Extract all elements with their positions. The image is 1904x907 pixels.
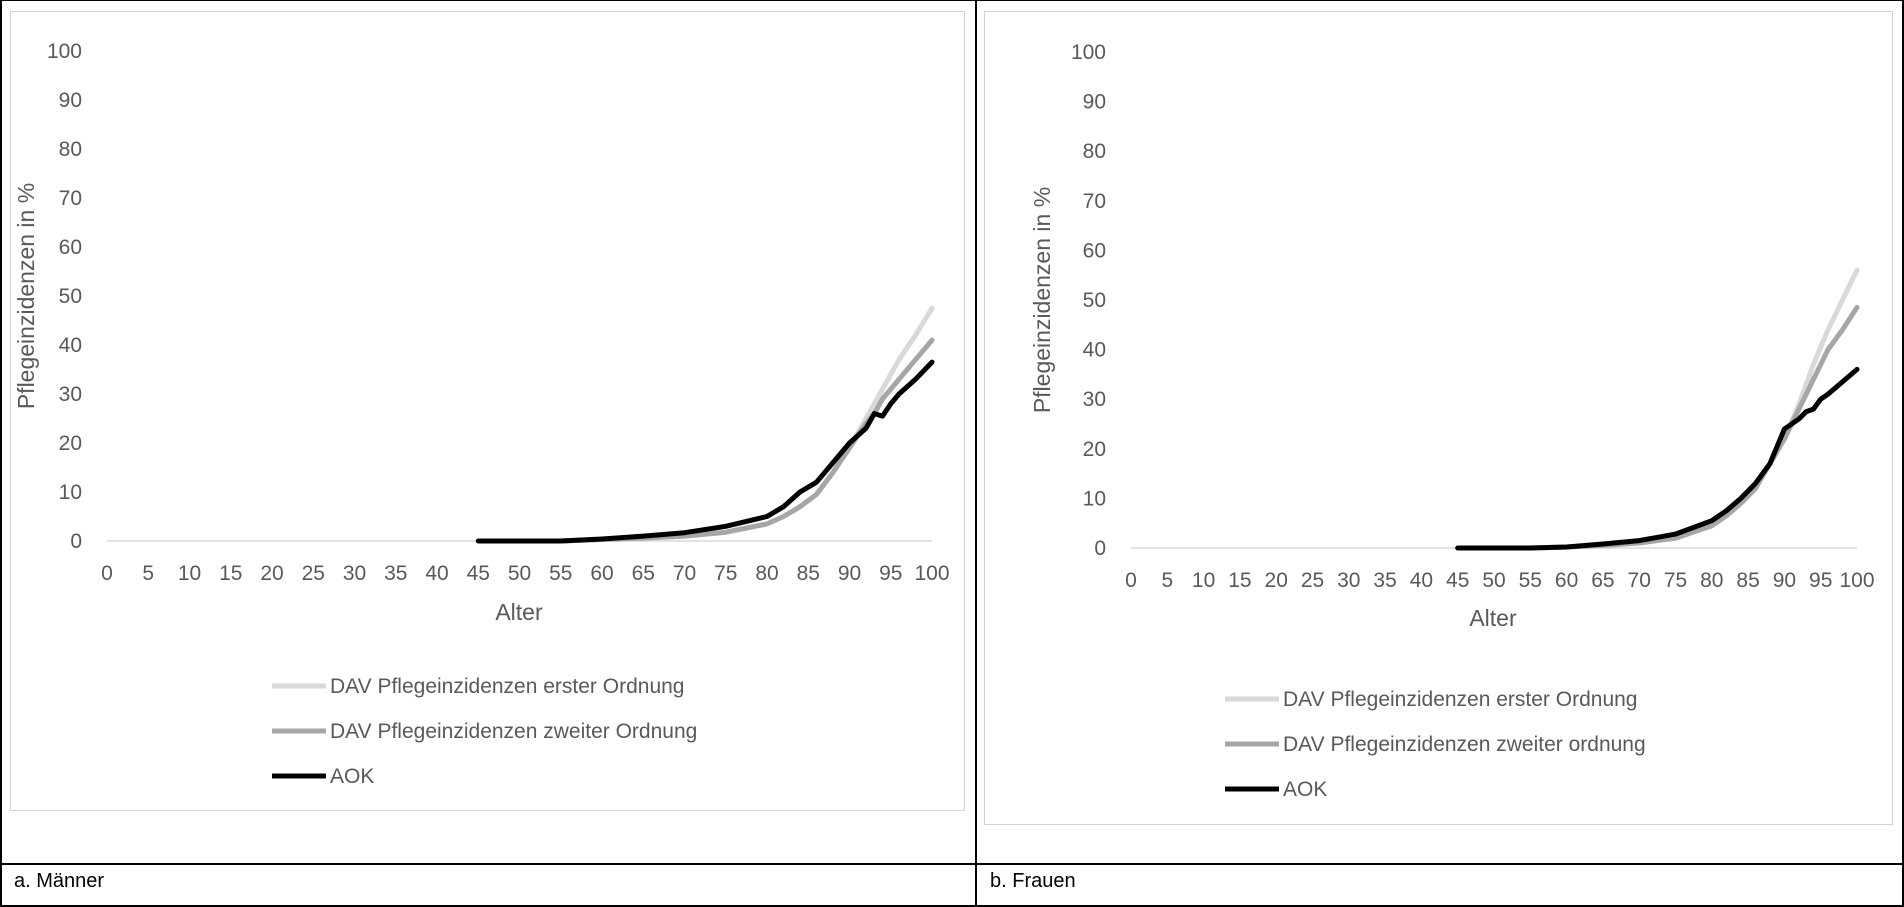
y-tick-label: 40 (1083, 339, 1106, 362)
x-tick-label: 25 (1301, 569, 1324, 592)
y-tick-label: 0 (1094, 537, 1106, 560)
y-tick-label: 50 (59, 285, 82, 308)
y-axis-title: Pflegeinzidenzen in % (13, 183, 39, 409)
x-tick-label: 0 (1125, 569, 1137, 592)
x-tick-label: 65 (1591, 569, 1614, 592)
x-tick-label: 30 (343, 562, 366, 585)
y-tick-label: 60 (1083, 239, 1106, 262)
x-tick-label: 5 (1161, 569, 1173, 592)
series-line-aok (1455, 366, 1860, 551)
x-tick-label: 60 (1555, 569, 1578, 592)
x-tick-label: 25 (302, 562, 325, 585)
y-tick-label: 0 (70, 530, 82, 553)
x-tick-label: 20 (260, 562, 283, 585)
chart-frame-maenner (10, 11, 965, 811)
series-line-aok (475, 359, 935, 544)
legend-label: DAV Pflegeinzidenzen zweiter Ordnung (330, 720, 697, 743)
legend-label: AOK (330, 765, 374, 788)
x-tick-label: 15 (219, 562, 242, 585)
y-tick-label: 80 (59, 138, 82, 161)
x-tick-label: 15 (1228, 569, 1251, 592)
x-tick-label: 5 (142, 562, 154, 585)
y-axis-title: Pflegeinzidenzen in % (1029, 187, 1055, 413)
x-tick-label: 20 (1265, 569, 1288, 592)
x-tick-label: 40 (425, 562, 448, 585)
y-tick-label: 10 (59, 481, 82, 504)
x-tick-label: 0 (101, 562, 113, 585)
x-tick-label: 50 (1482, 569, 1505, 592)
table-top-border (0, 0, 1904, 1)
x-tick-label: 70 (1628, 569, 1651, 592)
x-tick-label: 95 (879, 562, 902, 585)
y-tick-label: 30 (59, 383, 82, 406)
chart-maenner: 0 10 20 30 40 50 60 70 80 90 100 0 5 10 15 20 25 30 35 40 45… (13, 40, 950, 788)
y-tick-label: 60 (59, 236, 82, 259)
x-tick-label: 45 (1446, 569, 1469, 592)
y-tick-label: 30 (1083, 388, 1106, 411)
x-tick-label: 60 (590, 562, 613, 585)
x-tick-label: 10 (178, 562, 201, 585)
y-tick-label: 10 (1083, 487, 1106, 510)
x-tick-label: 35 (1373, 569, 1396, 592)
caption-frauen: b. Frauen (990, 870, 1076, 892)
y-tick-label: 90 (59, 89, 82, 112)
table-right-border (1902, 0, 1904, 907)
y-tick-label: 70 (59, 187, 82, 210)
caption-row-divider (0, 863, 1904, 865)
x-tick-label: 40 (1410, 569, 1433, 592)
legend-label: DAV Pflegeinzidenzen zweiter ordnung (1283, 733, 1646, 756)
x-axis-title: Alter (1469, 605, 1517, 631)
x-axis-title: Alter (495, 599, 543, 625)
chart-frauen: 0 10 20 30 40 50 60 70 80 90 100 0 5 10 15 20 25 30 35 40 45… (1029, 41, 1875, 801)
y-tick-label: 100 (1071, 41, 1106, 64)
y-tick-label: 50 (1083, 289, 1106, 312)
x-tick-label: 55 (549, 562, 572, 585)
table-bottom-border (0, 905, 1904, 907)
x-tick-label: 100 (914, 562, 949, 585)
x-tick-label: 70 (673, 562, 696, 585)
legend-label: DAV Pflegeinzidenzen erster Ordnung (330, 675, 684, 698)
y-tick-label: 20 (1083, 438, 1106, 461)
x-tick-label: 45 (467, 562, 490, 585)
x-tick-label: 75 (1664, 569, 1687, 592)
caption-maenner: a. Männer (14, 870, 105, 892)
x-tick-label: 75 (714, 562, 737, 585)
x-tick-label: 100 (1839, 569, 1874, 592)
x-tick-label: 95 (1809, 569, 1832, 592)
table-center-divider (975, 0, 977, 907)
x-tick-label: 50 (508, 562, 531, 585)
legend-label: AOK (1283, 778, 1327, 801)
y-tick-label: 80 (1083, 140, 1106, 163)
chart-frame-frauen (984, 11, 1893, 825)
x-tick-label: 90 (838, 562, 861, 585)
x-tick-label: 80 (755, 562, 778, 585)
x-tick-label: 80 (1700, 569, 1723, 592)
x-tick-label: 85 (1736, 569, 1759, 592)
y-tick-label: 20 (59, 432, 82, 455)
x-tick-label: 85 (797, 562, 820, 585)
series-line-dav-zweiter-ordnung (1455, 304, 1860, 551)
legend-label: DAV Pflegeinzidenzen erster Ordnung (1283, 688, 1637, 711)
y-tick-label: 90 (1083, 91, 1106, 114)
x-tick-label: 30 (1337, 569, 1360, 592)
x-tick-label: 65 (632, 562, 655, 585)
y-tick-label: 40 (59, 334, 82, 357)
y-tick-label: 100 (47, 40, 82, 63)
x-tick-label: 10 (1192, 569, 1215, 592)
x-tick-label: 55 (1519, 569, 1542, 592)
y-tick-label: 70 (1083, 190, 1106, 213)
table-left-border (0, 0, 2, 907)
x-tick-label: 35 (384, 562, 407, 585)
x-tick-label: 90 (1773, 569, 1796, 592)
